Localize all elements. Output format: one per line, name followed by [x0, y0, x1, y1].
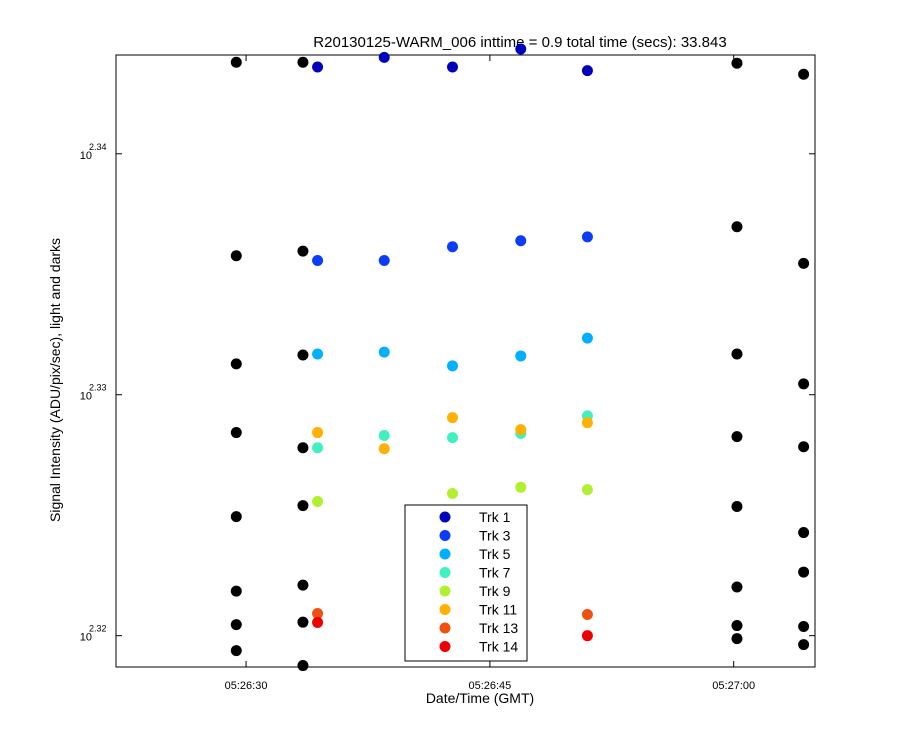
data-point — [731, 633, 743, 645]
data-point — [798, 639, 810, 651]
legend-label: Trk 9 — [479, 583, 511, 599]
data-point — [515, 424, 527, 436]
plot-area: 05:26:30 05:26:45 05:27:00102.32102.33102.… — [80, 43, 816, 692]
legend-marker — [439, 548, 451, 560]
data-point — [798, 441, 810, 453]
data-point — [798, 68, 810, 80]
data-point — [515, 235, 527, 247]
data-point — [798, 257, 810, 269]
legend-marker — [439, 622, 451, 634]
data-point — [446, 432, 458, 444]
data-point — [230, 511, 242, 523]
data-point — [798, 527, 810, 539]
data-point — [731, 221, 743, 233]
legend-label: Trk 7 — [479, 565, 511, 581]
data-point — [230, 56, 242, 68]
data-point — [515, 350, 527, 362]
data-point — [312, 608, 324, 620]
data-point — [297, 500, 309, 512]
data-point — [446, 61, 458, 73]
data-point — [731, 501, 743, 513]
x-axis-label: Date/Time (GMT) — [426, 690, 534, 706]
data-point — [297, 579, 309, 591]
y-tick-base: 10 — [80, 391, 92, 403]
data-point — [515, 43, 527, 55]
legend-label: Trk 14 — [479, 639, 518, 655]
legend-marker — [439, 511, 451, 523]
data-point — [312, 616, 324, 628]
data-point — [581, 630, 593, 642]
data-point — [446, 241, 458, 253]
data-point — [312, 348, 324, 360]
data-point — [297, 616, 309, 628]
legend-label: Trk 3 — [479, 528, 511, 544]
legend-box — [404, 504, 528, 662]
data-point — [581, 484, 593, 496]
data-point — [581, 608, 593, 620]
data-point — [297, 56, 309, 68]
data-point — [581, 417, 593, 429]
chart-title: R20130125-WARM_006 inttime = 0.9 total t… — [313, 34, 726, 51]
data-point — [378, 443, 390, 455]
y-axis-label: Signal Intensity (ADU/pix/sec), light an… — [47, 238, 63, 522]
data-point — [731, 431, 743, 443]
y-tick-exponent: 2.33 — [89, 383, 107, 393]
data-point — [297, 245, 309, 257]
data-point — [312, 442, 324, 454]
data-point — [297, 660, 309, 672]
data-point — [230, 585, 242, 597]
data-point — [230, 619, 242, 631]
data-point — [312, 61, 324, 73]
data-point — [731, 348, 743, 360]
data-point — [297, 349, 309, 361]
data-point — [312, 255, 324, 267]
legend-label: Trk 1 — [479, 509, 511, 525]
legend-marker — [439, 604, 451, 615]
data-point — [581, 65, 593, 77]
data-point — [731, 581, 743, 593]
data-point — [312, 495, 324, 507]
data-point — [378, 346, 390, 358]
y-tick-base: 10 — [80, 150, 92, 162]
data-point — [581, 231, 593, 243]
data-point — [446, 412, 458, 424]
data-point — [798, 566, 810, 578]
data-point — [378, 429, 390, 441]
legend-marker — [439, 585, 451, 597]
data-point — [731, 620, 743, 632]
data-point — [230, 645, 242, 657]
data-point — [581, 332, 593, 344]
x-tick-label: 05:27:00 — [712, 680, 755, 692]
data-point — [515, 481, 527, 493]
x-tick-label: 05:26:45 — [468, 680, 511, 692]
legend-marker — [439, 567, 451, 578]
data-point — [798, 378, 810, 390]
legend-marker — [439, 530, 451, 541]
legend-label: Trk 5 — [479, 546, 511, 562]
legend-marker — [439, 641, 451, 652]
data-point — [378, 51, 390, 63]
data-point — [378, 255, 390, 267]
data-point — [297, 442, 309, 454]
data-point — [230, 427, 242, 439]
x-tick-label: 05:26:30 — [225, 680, 268, 692]
data-point — [230, 250, 242, 262]
legend-label: Trk 11 — [479, 602, 517, 618]
y-tick-exponent: 2.34 — [89, 142, 107, 152]
data-point — [230, 358, 242, 370]
y-tick-base: 10 — [80, 632, 92, 644]
data-point — [312, 427, 324, 439]
data-point — [446, 360, 458, 372]
y-tick-exponent: 2.32 — [89, 624, 107, 634]
data-point — [731, 57, 743, 69]
legend-label: Trk 13 — [479, 620, 518, 636]
data-point — [798, 621, 810, 633]
data-point — [446, 488, 458, 500]
